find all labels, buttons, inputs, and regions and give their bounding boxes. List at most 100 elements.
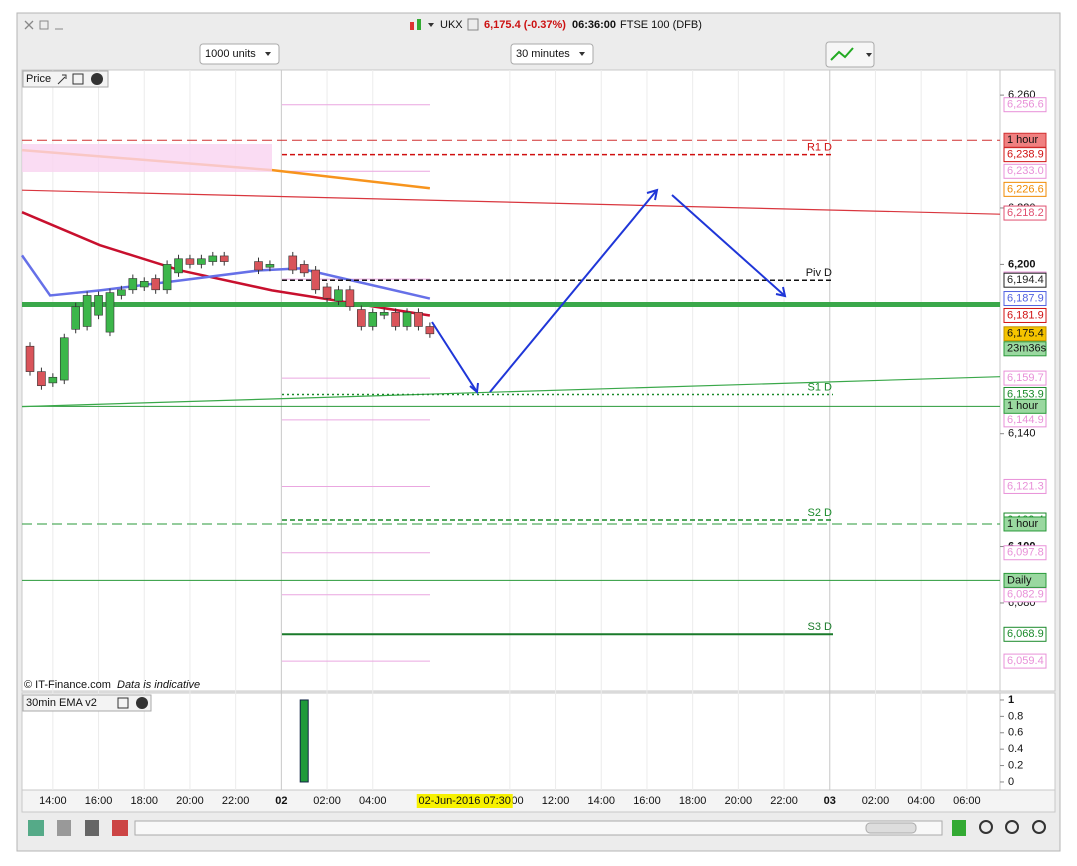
candle-body: [254, 261, 263, 271]
price-label: 6,121.3: [1007, 480, 1044, 492]
chart-type-button[interactable]: [825, 41, 875, 68]
price-label: 6,153.9: [1007, 388, 1044, 400]
candle-body: [82, 295, 92, 327]
x-tick-label: 02:00: [313, 795, 341, 807]
candle-body: [151, 278, 160, 291]
tool-icon[interactable]: [57, 820, 71, 836]
indicator-pane: [21, 692, 1001, 791]
price-label-box: [1003, 291, 1047, 307]
units-dropdown[interactable]: [199, 43, 280, 65]
price-label-box: [1003, 272, 1047, 288]
x-tick-label: 06:00: [953, 795, 981, 807]
tool-icon[interactable]: [112, 820, 128, 836]
candle-body: [71, 306, 80, 330]
candle-body: [322, 286, 332, 299]
candle-body: [299, 264, 309, 274]
price-label-box: [1003, 181, 1047, 197]
candle-body: [345, 289, 355, 308]
candle-body: [117, 289, 126, 296]
x-tick-label: 18:00: [130, 795, 158, 807]
close-icon[interactable]: [91, 73, 103, 85]
x-tick-label: 14:00: [39, 795, 67, 807]
indicator-title: 30min EMA v2: [26, 697, 97, 709]
pivot-label: S3 D: [808, 621, 833, 633]
zoom-in[interactable]: [1032, 820, 1046, 834]
price-label: 6,187.9: [1007, 292, 1044, 304]
price-label: 6,059.4: [1007, 655, 1044, 667]
window-icon[interactable]: [72, 73, 84, 85]
window-controls[interactable]: [24, 20, 63, 30]
price-panel-tag: [22, 70, 109, 88]
pivot-label: R1 D: [807, 142, 832, 154]
candle-body: [208, 255, 218, 262]
zoom-out[interactable]: [1005, 820, 1019, 834]
candle-body: [334, 289, 343, 302]
price-label: Daily: [1007, 574, 1032, 586]
price-label-box: [1003, 516, 1047, 532]
annotation-arrows: [431, 188, 787, 394]
indicator-tick-label: 1: [1008, 694, 1014, 706]
price-pane: [21, 69, 1001, 692]
candle-body: [105, 292, 115, 333]
x-tick-label: 16:00: [85, 795, 113, 807]
tool-icon[interactable]: [85, 820, 99, 836]
zoom-fit[interactable]: [979, 820, 993, 834]
price-label: 6,181.9: [1007, 309, 1044, 321]
indicator-tick-label: 0: [1008, 776, 1014, 788]
candle-body: [288, 255, 298, 271]
indicator-tick-label: 0.6: [1008, 727, 1023, 739]
price-label-box: [1003, 398, 1047, 414]
x-tick-label: 22:00: [770, 795, 798, 807]
clock: 06:36:00: [572, 19, 616, 31]
indicator-axis: [999, 692, 1056, 791]
candle-body: [425, 326, 435, 335]
tool-icon[interactable]: [28, 820, 44, 836]
x-tick-label: 14:00: [587, 795, 615, 807]
candle-body: [139, 281, 149, 288]
x-tick-label: 20:00: [176, 795, 204, 807]
x-tick-label: 20:00: [725, 795, 753, 807]
info-icon[interactable]: [467, 18, 479, 31]
symbol-icon[interactable]: [410, 19, 434, 30]
interval-value: 30 minutes: [516, 48, 570, 60]
close-icon[interactable]: [136, 697, 148, 709]
settings-icon[interactable]: [57, 74, 67, 85]
candle-body: [128, 278, 138, 291]
indicator-line: [20, 254, 431, 300]
price-label-box: [1003, 307, 1047, 323]
pivot-label: S2 D: [808, 507, 833, 519]
footer-source: © IT-Finance.com: [24, 679, 111, 691]
symbol: UKX: [440, 19, 463, 31]
pivot-label: Piv D: [806, 267, 832, 279]
window-icon[interactable]: [117, 697, 129, 709]
indicator-panel-tag: [22, 694, 152, 712]
candle-body: [391, 312, 400, 327]
price-label-box: [1003, 653, 1047, 669]
price-label: 6,068.9: [1007, 628, 1044, 640]
scroll-thumb[interactable]: [865, 822, 917, 834]
candle-body: [414, 312, 423, 327]
tool-icon[interactable]: [952, 820, 966, 836]
bottom-toolbar: [28, 820, 1046, 836]
indicator-line: [21, 376, 1001, 408]
x-tick-label: 02: [275, 795, 287, 807]
price-label: 6,097.8: [1007, 547, 1044, 559]
candle-body: [48, 376, 58, 384]
x-tick-label: 12:00: [542, 795, 570, 807]
candle-body: [197, 258, 206, 265]
price-label: 6,082.9: [1007, 589, 1044, 601]
price-label-box: [1003, 326, 1047, 342]
candle-body: [25, 345, 35, 372]
interval-dropdown[interactable]: [510, 43, 594, 65]
price-label: 6,175.4: [1007, 328, 1044, 340]
time-axis: [21, 789, 1056, 813]
price-label-box: [1003, 478, 1047, 494]
price-label-box: [1003, 97, 1047, 113]
y-tick-label: 6,200: [1008, 258, 1036, 270]
candle-body: [368, 312, 378, 327]
cursor-box: [416, 794, 513, 808]
scrollbar[interactable]: [134, 820, 943, 836]
instrument: FTSE 100 (DFB): [620, 19, 702, 31]
price-label-box: [1003, 163, 1047, 179]
